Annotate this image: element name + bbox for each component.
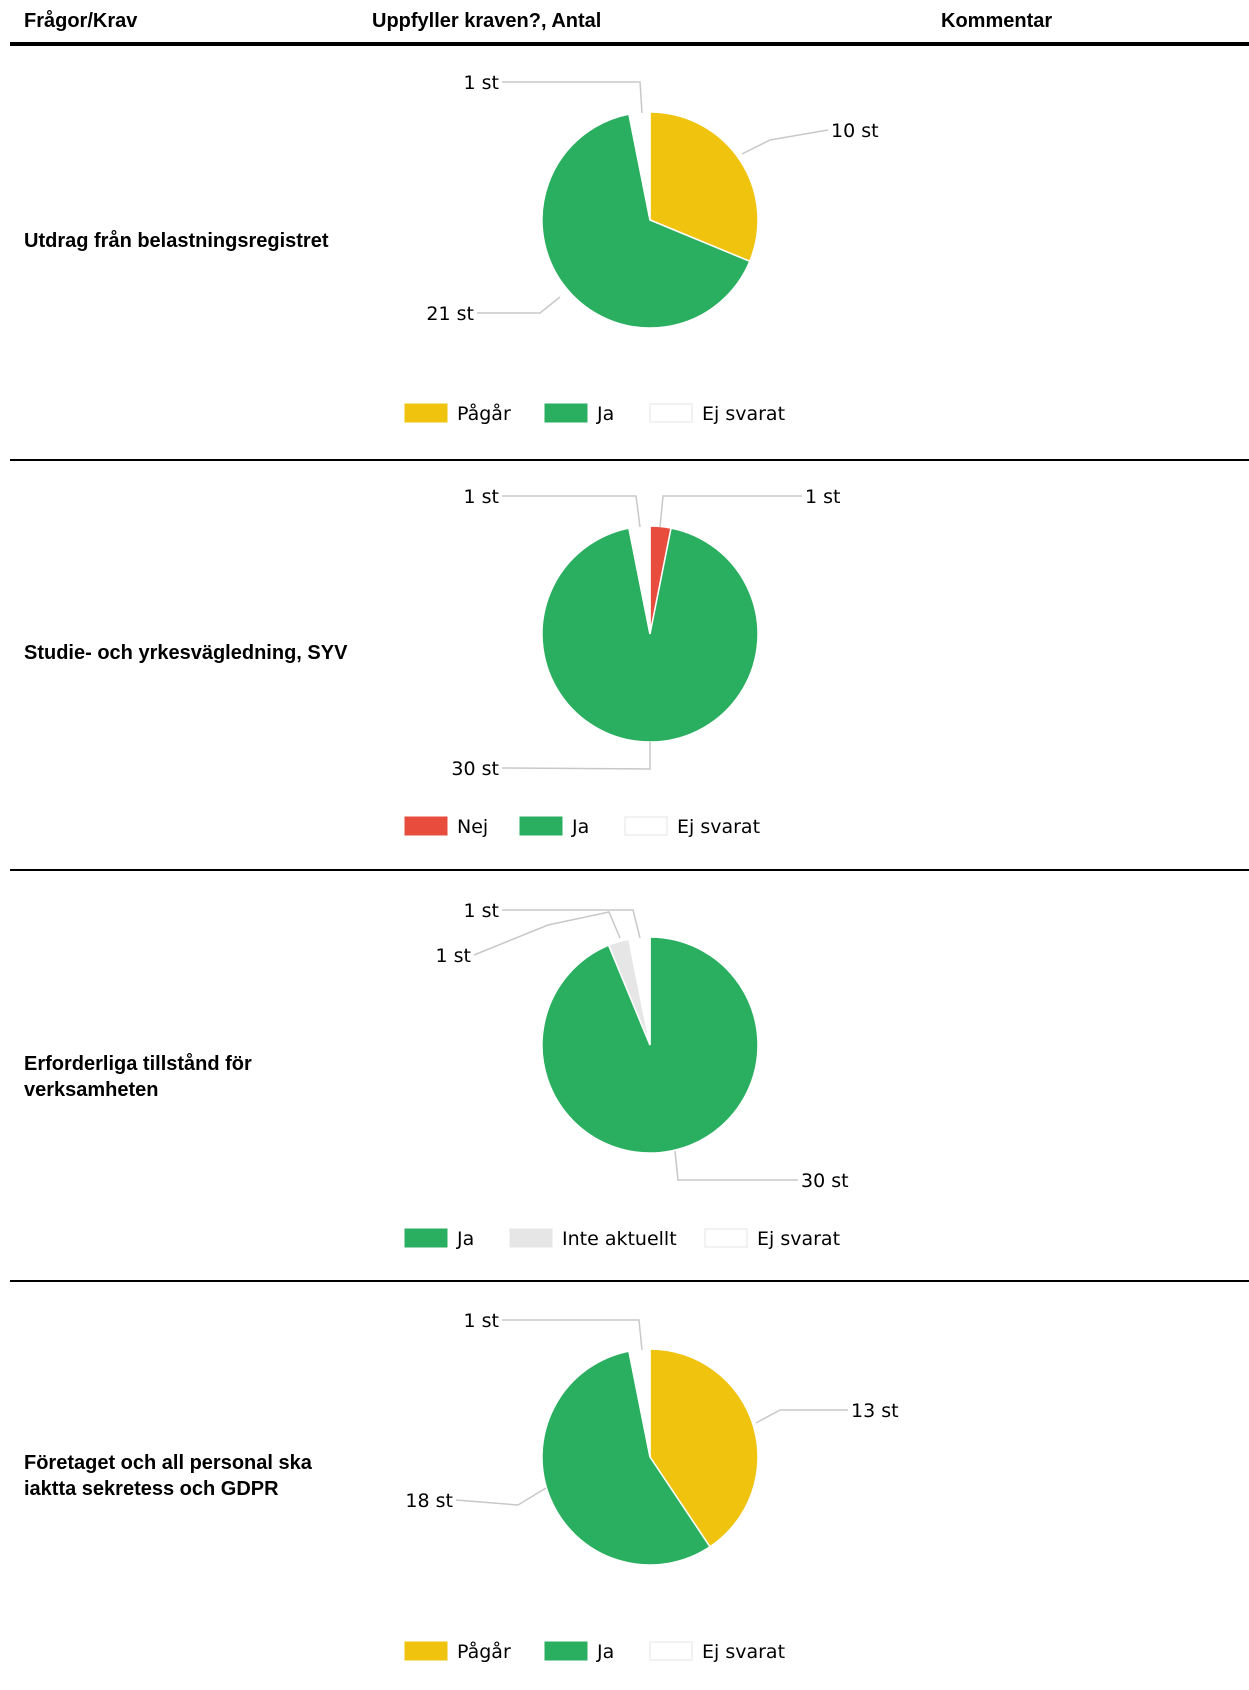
leader-line-2 — [477, 296, 561, 314]
leader-line-2 — [455, 1487, 547, 1506]
legend-label-ja: Ja — [596, 403, 614, 425]
question-label-4: Företaget och all personal ska iaktta se… — [24, 1452, 312, 1500]
data-label-3: 1 st — [464, 900, 499, 922]
leader-line-1 — [755, 1409, 848, 1424]
legend-label-ja: Ja — [456, 1228, 474, 1250]
data-label-3: 1 st — [464, 1310, 499, 1332]
data-label-1: 10 st — [831, 120, 879, 142]
legend-label-ej-svarat: Ej svarat — [702, 403, 785, 425]
data-label-1: 13 st — [851, 1400, 899, 1422]
leader-line-1 — [674, 1150, 798, 1181]
pie-chart-2: 1 st 30 st 1 st Nej Ja Ej svarat — [404, 486, 840, 838]
data-label-1: 1 st — [805, 486, 840, 508]
legend-swatch-ja — [544, 1641, 588, 1661]
pie-chart-3: 30 st 1 st 1 st Ja Inte aktuellt Ej svarat — [404, 900, 849, 1250]
legend-label-ej-svarat: Ej svarat — [757, 1228, 840, 1250]
pie-slice-ja — [541, 936, 759, 1154]
leader-line-3 — [502, 909, 641, 939]
data-label-2: 30 st — [451, 758, 499, 780]
legend-swatch-inte-aktuellt — [509, 1228, 553, 1248]
legend-swatch-nej — [404, 816, 448, 836]
pie-chart-1: 10 st 21 st 1 st Pågår Ja Ej svarat — [404, 72, 879, 425]
row-divider-3 — [10, 1280, 1249, 1282]
legend-label-ja: Ja — [596, 1641, 614, 1663]
data-label-3: 1 st — [464, 486, 499, 508]
leader-line-2 — [501, 742, 651, 770]
header-divider — [10, 42, 1249, 46]
legend-label-nej: Nej — [457, 816, 488, 838]
legend-swatch-ja — [404, 1228, 448, 1248]
data-label-1: 30 st — [801, 1170, 849, 1192]
pie-slice-ja — [541, 113, 751, 329]
legend-label-ej-svarat: Ej svarat — [677, 816, 760, 838]
question-label-1: Utdrag från belastningsregistret — [24, 230, 329, 252]
legend-swatch-ej-svarat — [704, 1228, 748, 1248]
question-label-3: Erforderliga tillstånd för verksamheten — [24, 1053, 252, 1101]
row-divider-1 — [10, 459, 1249, 461]
data-label-2: 18 st — [405, 1490, 453, 1512]
leader-line-3 — [502, 495, 641, 528]
pie-chart-4: 13 st 18 st 1 st Pågår Ja Ej svarat — [404, 1310, 899, 1663]
pie-slice-ja — [541, 1350, 712, 1566]
header-col-fulfills: Uppfyller kraven?, Antal — [372, 10, 602, 32]
legend-label-pågår: Pågår — [457, 1640, 511, 1663]
legend-label-pågår: Pågår — [457, 402, 511, 425]
leader-line-3 — [502, 1319, 643, 1351]
data-label-3: 1 st — [464, 72, 499, 94]
question-label-2: Studie- och yrkesvägledning, SYV — [24, 642, 348, 664]
pie-slice-pågår — [649, 111, 759, 263]
legend-label-ja: Ja — [571, 816, 589, 838]
legend-swatch-ej-svarat — [624, 816, 668, 836]
data-label-2: 1 st — [436, 945, 471, 967]
legend-swatch-ej-svarat — [649, 1641, 693, 1661]
legend-swatch-pågår — [404, 403, 448, 423]
row-divider-2 — [10, 869, 1249, 871]
header-col-comment: Kommentar — [941, 10, 1053, 32]
pie-slice-ej-svarat — [628, 1348, 651, 1458]
legend-swatch-ja — [544, 403, 588, 423]
leader-line-3 — [502, 81, 643, 114]
legend-swatch-ej-svarat — [649, 403, 693, 423]
data-label-2: 21 st — [426, 303, 474, 325]
legend-swatch-ja — [519, 816, 563, 836]
legend-swatch-pågår — [404, 1641, 448, 1661]
header-col-questions: Frågor/Krav — [24, 10, 138, 32]
leader-line-1 — [659, 495, 802, 528]
leader-line-1 — [741, 129, 829, 155]
pie-slice-ej-svarat — [628, 111, 651, 221]
legend-label-inte-aktuellt: Inte aktuellt — [562, 1228, 677, 1250]
leader-line-2 — [473, 911, 621, 956]
legend-label-ej-svarat: Ej svarat — [702, 1641, 785, 1663]
